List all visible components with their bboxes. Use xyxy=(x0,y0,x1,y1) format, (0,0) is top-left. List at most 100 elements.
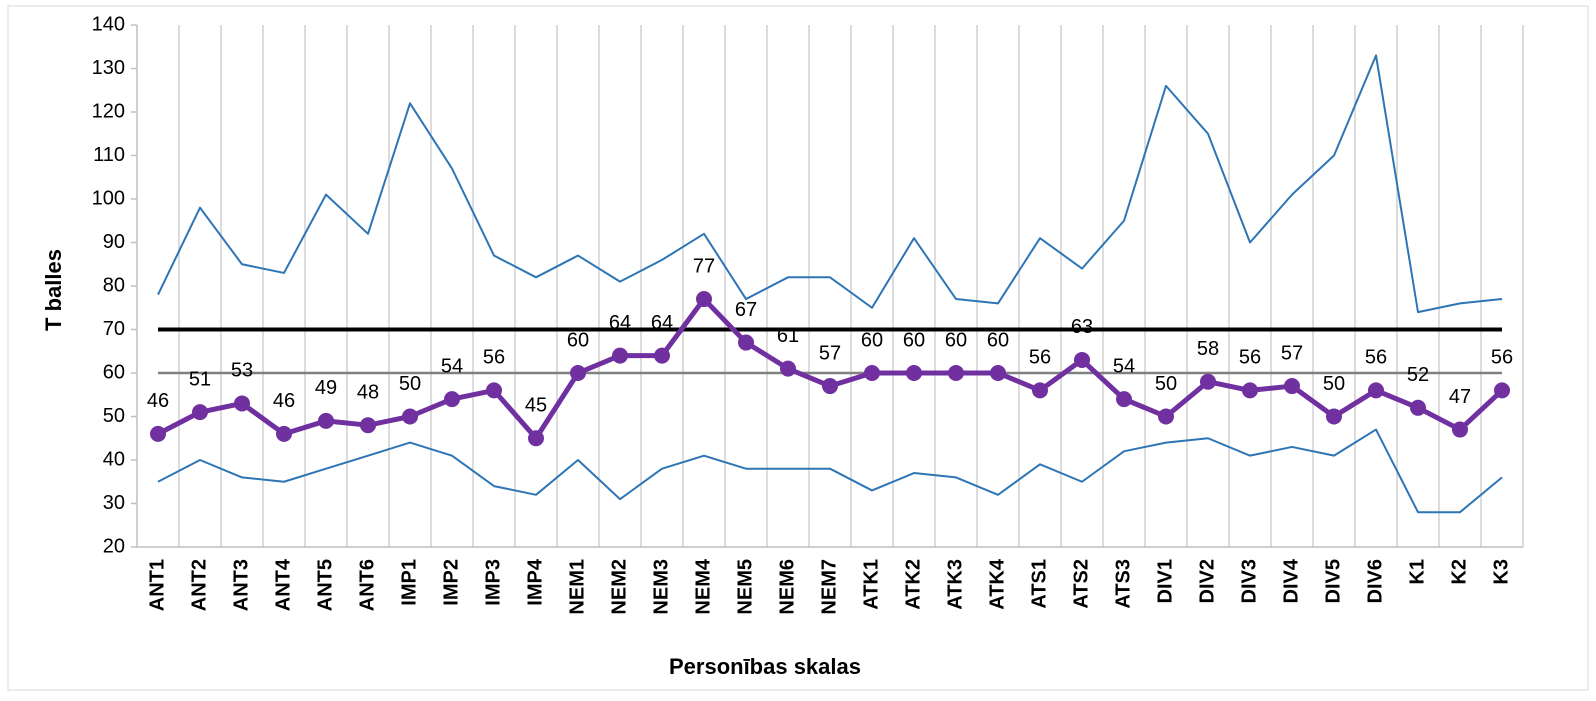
point-marker xyxy=(1032,382,1048,399)
data-label: 56 xyxy=(483,347,505,369)
x-tick-label: DIV5 xyxy=(1322,559,1344,603)
data-label: 63 xyxy=(1071,316,1093,338)
point-marker xyxy=(990,365,1006,381)
y-tick-label: 50 xyxy=(103,405,125,427)
point-marker xyxy=(612,347,628,364)
y-tick-label: 130 xyxy=(92,57,125,79)
point-marker xyxy=(1410,399,1426,416)
point-marker xyxy=(192,404,208,421)
data-label: 46 xyxy=(147,390,169,412)
x-tick-label: ANT6 xyxy=(356,559,378,611)
x-tick-label: ANT1 xyxy=(146,559,168,611)
y-tick-label: 70 xyxy=(103,318,125,340)
y-tick-label: 100 xyxy=(92,187,125,209)
point-marker xyxy=(696,291,712,308)
x-tick-label: ATS2 xyxy=(1070,559,1092,609)
y-tick-label: 60 xyxy=(103,361,125,383)
data-label: 57 xyxy=(819,342,841,364)
x-tick-label: ATK4 xyxy=(986,558,1008,610)
point-marker xyxy=(444,391,460,408)
data-label: 60 xyxy=(945,329,967,351)
chart-frame xyxy=(7,5,1589,691)
data-label: 45 xyxy=(525,395,547,417)
point-marker xyxy=(1158,408,1174,425)
x-tick-label: ATK3 xyxy=(944,559,966,610)
y-tick-label: 40 xyxy=(103,448,125,470)
x-tick-label: NEM6 xyxy=(776,559,798,615)
point-marker xyxy=(528,430,544,447)
x-tick-label: K2 xyxy=(1448,559,1470,585)
point-marker xyxy=(486,382,502,399)
x-tick-label: ANT5 xyxy=(314,559,336,611)
point-marker xyxy=(738,334,754,351)
y-tick-label: 80 xyxy=(103,274,125,296)
data-label: 54 xyxy=(441,355,463,377)
data-label: 56 xyxy=(1491,347,1513,369)
data-label: 60 xyxy=(903,329,925,351)
point-marker xyxy=(1326,408,1342,425)
x-tick-label: ATS1 xyxy=(1028,559,1050,609)
point-marker xyxy=(276,425,292,442)
x-tick-label: ATK2 xyxy=(902,559,924,610)
x-tick-label: IMP1 xyxy=(398,559,420,606)
point-marker xyxy=(360,417,376,434)
x-tick-label: DIV2 xyxy=(1196,559,1218,603)
point-marker xyxy=(1074,351,1090,368)
series-line xyxy=(157,54,1503,314)
data-label: 57 xyxy=(1281,342,1303,364)
y-tick-label: 120 xyxy=(92,100,125,122)
series-line xyxy=(157,428,1503,514)
data-label: 46 xyxy=(273,390,295,412)
point-marker xyxy=(1200,373,1216,390)
point-marker xyxy=(150,425,166,442)
data-label: 58 xyxy=(1197,338,1219,360)
x-tick-label: K3 xyxy=(1490,559,1512,585)
point-marker xyxy=(906,365,922,381)
data-label: 77 xyxy=(693,255,715,277)
point-marker xyxy=(780,360,796,377)
data-label: 50 xyxy=(1323,373,1345,395)
x-tick-label: DIV4 xyxy=(1280,558,1302,603)
x-tick-label: IMP4 xyxy=(524,558,546,606)
x-tick-label: NEM3 xyxy=(650,559,672,615)
data-label: 56 xyxy=(1029,347,1051,369)
y-tick-label: 140 xyxy=(92,13,125,35)
x-tick-label: K1 xyxy=(1406,559,1428,585)
x-tick-label: ATS3 xyxy=(1112,559,1134,609)
data-label: 60 xyxy=(987,329,1009,351)
x-tick-label: NEM4 xyxy=(692,558,714,614)
y-tick-label: 90 xyxy=(103,231,125,253)
point-marker xyxy=(1284,378,1300,395)
point-marker xyxy=(1368,382,1384,399)
y-tick-label: 20 xyxy=(103,535,125,557)
data-label: 61 xyxy=(777,325,799,347)
data-label: 60 xyxy=(861,329,883,351)
point-marker xyxy=(1242,382,1258,399)
x-tick-label: NEM1 xyxy=(566,559,588,615)
point-marker xyxy=(318,412,334,429)
data-label: 67 xyxy=(735,299,757,321)
x-tick-label: NEM5 xyxy=(734,559,756,615)
point-marker xyxy=(402,408,418,425)
x-tick-label: NEM2 xyxy=(608,559,630,615)
x-tick-label: IMP3 xyxy=(482,559,504,606)
point-marker xyxy=(864,365,880,381)
x-tick-label: ANT3 xyxy=(230,559,252,611)
point-marker xyxy=(654,347,670,364)
data-label: 60 xyxy=(567,329,589,351)
x-tick-label: ANT2 xyxy=(188,559,210,611)
data-label: 56 xyxy=(1239,347,1261,369)
x-tick-label: ANT4 xyxy=(272,558,294,611)
data-label: 64 xyxy=(609,312,631,334)
data-label: 56 xyxy=(1365,347,1387,369)
point-marker xyxy=(1452,421,1468,438)
data-label: 51 xyxy=(189,368,211,390)
data-label: 54 xyxy=(1113,355,1135,377)
x-tick-label: DIV3 xyxy=(1238,559,1260,603)
y-axis-title: T balles xyxy=(41,249,66,331)
data-label: 50 xyxy=(1155,373,1177,395)
point-marker xyxy=(234,395,250,412)
data-label: 64 xyxy=(651,312,673,334)
point-marker xyxy=(1116,391,1132,408)
